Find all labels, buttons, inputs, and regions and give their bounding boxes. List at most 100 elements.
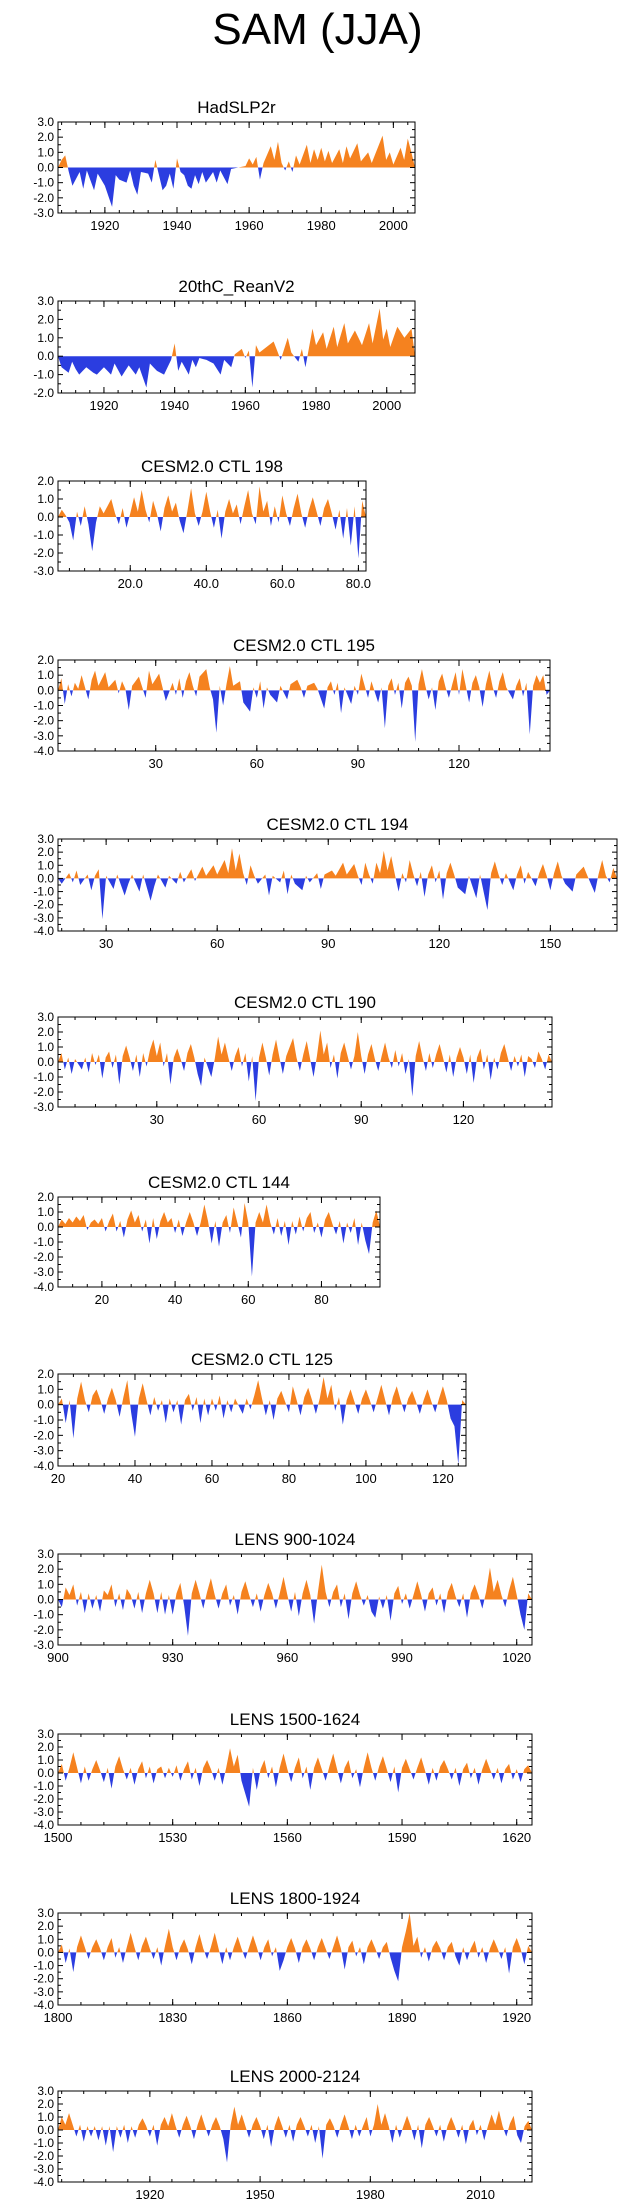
y-tick-label: -1.0	[33, 368, 54, 382]
y-tick-label: -2.0	[33, 1428, 54, 1442]
y-tick-label: 2.0	[37, 845, 54, 859]
x-tick-label: 930	[162, 1650, 184, 1665]
y-tick-label: -3.0	[33, 1985, 54, 1999]
negative-anomaly-area	[58, 1227, 380, 1277]
x-tick-label: 1940	[160, 398, 189, 413]
y-tick-label: -3.0	[33, 564, 54, 578]
positive-anomaly-area	[58, 486, 366, 517]
x-tick-label: 960	[277, 1650, 299, 1665]
x-tick-label: 100	[355, 1471, 377, 1486]
y-tick-label: -2.0	[33, 546, 54, 560]
y-tick-label: -4.0	[33, 744, 54, 758]
y-tick-label: -3.0	[33, 1638, 54, 1652]
x-tick-label: 60.0	[270, 576, 295, 591]
y-tick-label: -1.0	[33, 1413, 54, 1427]
y-tick-label: 1.0	[37, 1205, 54, 1219]
x-tick-label: 20	[51, 1471, 65, 1486]
y-tick-label: -4.0	[33, 2175, 54, 2189]
positive-anomaly-area	[58, 1030, 552, 1062]
x-tick-label: 1530	[158, 1830, 187, 1845]
y-tick-label: 3.0	[37, 1547, 54, 1561]
y-tick-label: -2.0	[33, 1085, 54, 1099]
x-tick-label: 60	[250, 756, 264, 771]
plot-frame	[57, 1912, 533, 2006]
x-tick-label: 20.0	[118, 576, 143, 591]
y-tick-label: -1.0	[33, 2136, 54, 2150]
y-tick-label: -1.0	[33, 1959, 54, 1973]
page-title: SAM (JJA)	[212, 5, 423, 54]
chart-panel: CESM2.0 CTL 194 3.02.01.00.0-1.0-2.0-3.0-…	[33, 815, 618, 951]
chart-panel: LENS 900-1024 3.02.01.0 0.0-1.0-2.0-3.0900…	[33, 1530, 533, 1665]
x-tick-label: 1890	[388, 2010, 417, 2025]
y-tick-label: 2.0	[37, 1919, 54, 1933]
y-tick-label: 1.0	[37, 331, 54, 345]
y-tick-label: -3.0	[33, 729, 54, 743]
x-tick-label: 60	[210, 936, 224, 951]
negative-anomaly-area	[58, 1952, 532, 1982]
y-tick-label: -2.0	[33, 898, 54, 912]
y-tick-label: 0.0	[37, 683, 54, 697]
chart-panel: LENS 2000-2124 3.02.01.00.0-1.0-2.0-3.0-4…	[33, 2067, 533, 2202]
x-tick-label: 30	[99, 936, 113, 951]
y-tick-label: 2.0	[37, 130, 54, 144]
x-tick-label: 80	[314, 1292, 328, 1307]
negative-anomaly-area	[58, 167, 415, 207]
y-tick-label: 0.0	[37, 1766, 54, 1780]
chart-title: LENS 2000-2124	[230, 2067, 360, 2086]
positive-anomaly-area	[58, 135, 415, 168]
y-tick-label: -2.0	[33, 1623, 54, 1637]
y-tick-label: -1.0	[33, 699, 54, 713]
y-tick-label: -3.0	[33, 1805, 54, 1819]
y-tick-label: -1.0	[33, 1070, 54, 1084]
x-tick-label: 1560	[273, 1830, 302, 1845]
y-tick-label: 2.0	[37, 653, 54, 667]
positive-anomaly-area	[58, 1377, 466, 1405]
y-tick-label: -4.0	[33, 1998, 54, 2012]
x-tick-label: 20	[95, 1292, 109, 1307]
negative-anomaly-area	[58, 517, 366, 559]
chart-title: CESM2.0 CTL 194	[266, 815, 408, 834]
x-tick-label: 90	[321, 936, 335, 951]
x-tick-label: 1920	[89, 398, 118, 413]
y-tick-label: 3.0	[37, 294, 54, 308]
x-tick-label: 80.0	[346, 576, 371, 591]
chart-title: HadSLP2r	[197, 98, 276, 117]
x-tick-label: 1020	[502, 1650, 531, 1665]
chart-panel: CESM2.0 CTL 195 2.01.00.0 -1.0-2.0-3.0-4.0…	[33, 636, 551, 771]
y-tick-label: -1.0	[33, 176, 54, 190]
x-tick-label: 1980	[307, 218, 336, 233]
chart-panel: LENS 1500-1624 3.02.01.00.0-1.0-2.0-3.0-4…	[33, 1710, 533, 1845]
y-tick-label: 0.0	[37, 1398, 54, 1412]
y-tick-label: 0.0	[37, 871, 54, 885]
y-tick-label: 1.0	[37, 1382, 54, 1396]
negative-anomaly-area	[58, 356, 415, 388]
y-tick-label: -3.0	[33, 206, 54, 220]
chart-panel: CESM2.0 CTL 144 2.01.00.0-1.0-2.0-3.0-4.0…	[33, 1173, 381, 1307]
y-tick-label: -2.0	[33, 714, 54, 728]
y-tick-label: -4.0	[33, 1459, 54, 1473]
y-tick-label: -1.0	[33, 1235, 54, 1249]
y-tick-label: -3.0	[33, 1444, 54, 1458]
x-tick-label: 1620	[502, 1830, 531, 1845]
x-tick-label: 120	[453, 1112, 475, 1127]
y-tick-label: 1.0	[37, 668, 54, 682]
chart-title: CESM2.0 CTL 195	[233, 636, 375, 655]
positive-anomaly-area	[58, 308, 415, 357]
x-tick-label: 80	[282, 1471, 296, 1486]
y-tick-label: 0.0	[37, 510, 54, 524]
x-tick-label: 120	[432, 1471, 454, 1486]
y-tick-label: 1.0	[37, 858, 54, 872]
chart-title: CESM2.0 CTL 190	[234, 993, 376, 1012]
y-tick-label: 3.0	[37, 1906, 54, 1920]
x-tick-label: 40.0	[194, 576, 219, 591]
y-tick-label: -1.0	[33, 1779, 54, 1793]
y-tick-label: -2.0	[33, 386, 54, 400]
positive-anomaly-area	[58, 1203, 380, 1227]
negative-anomaly-area	[58, 1599, 532, 1636]
x-tick-label: 150	[540, 936, 562, 951]
x-tick-label: 2010	[466, 2187, 495, 2202]
y-tick-label: 2.0	[37, 1562, 54, 1576]
x-tick-label: 1940	[163, 218, 192, 233]
x-tick-label: 1860	[273, 2010, 302, 2025]
x-tick-label: 40	[128, 1471, 142, 1486]
